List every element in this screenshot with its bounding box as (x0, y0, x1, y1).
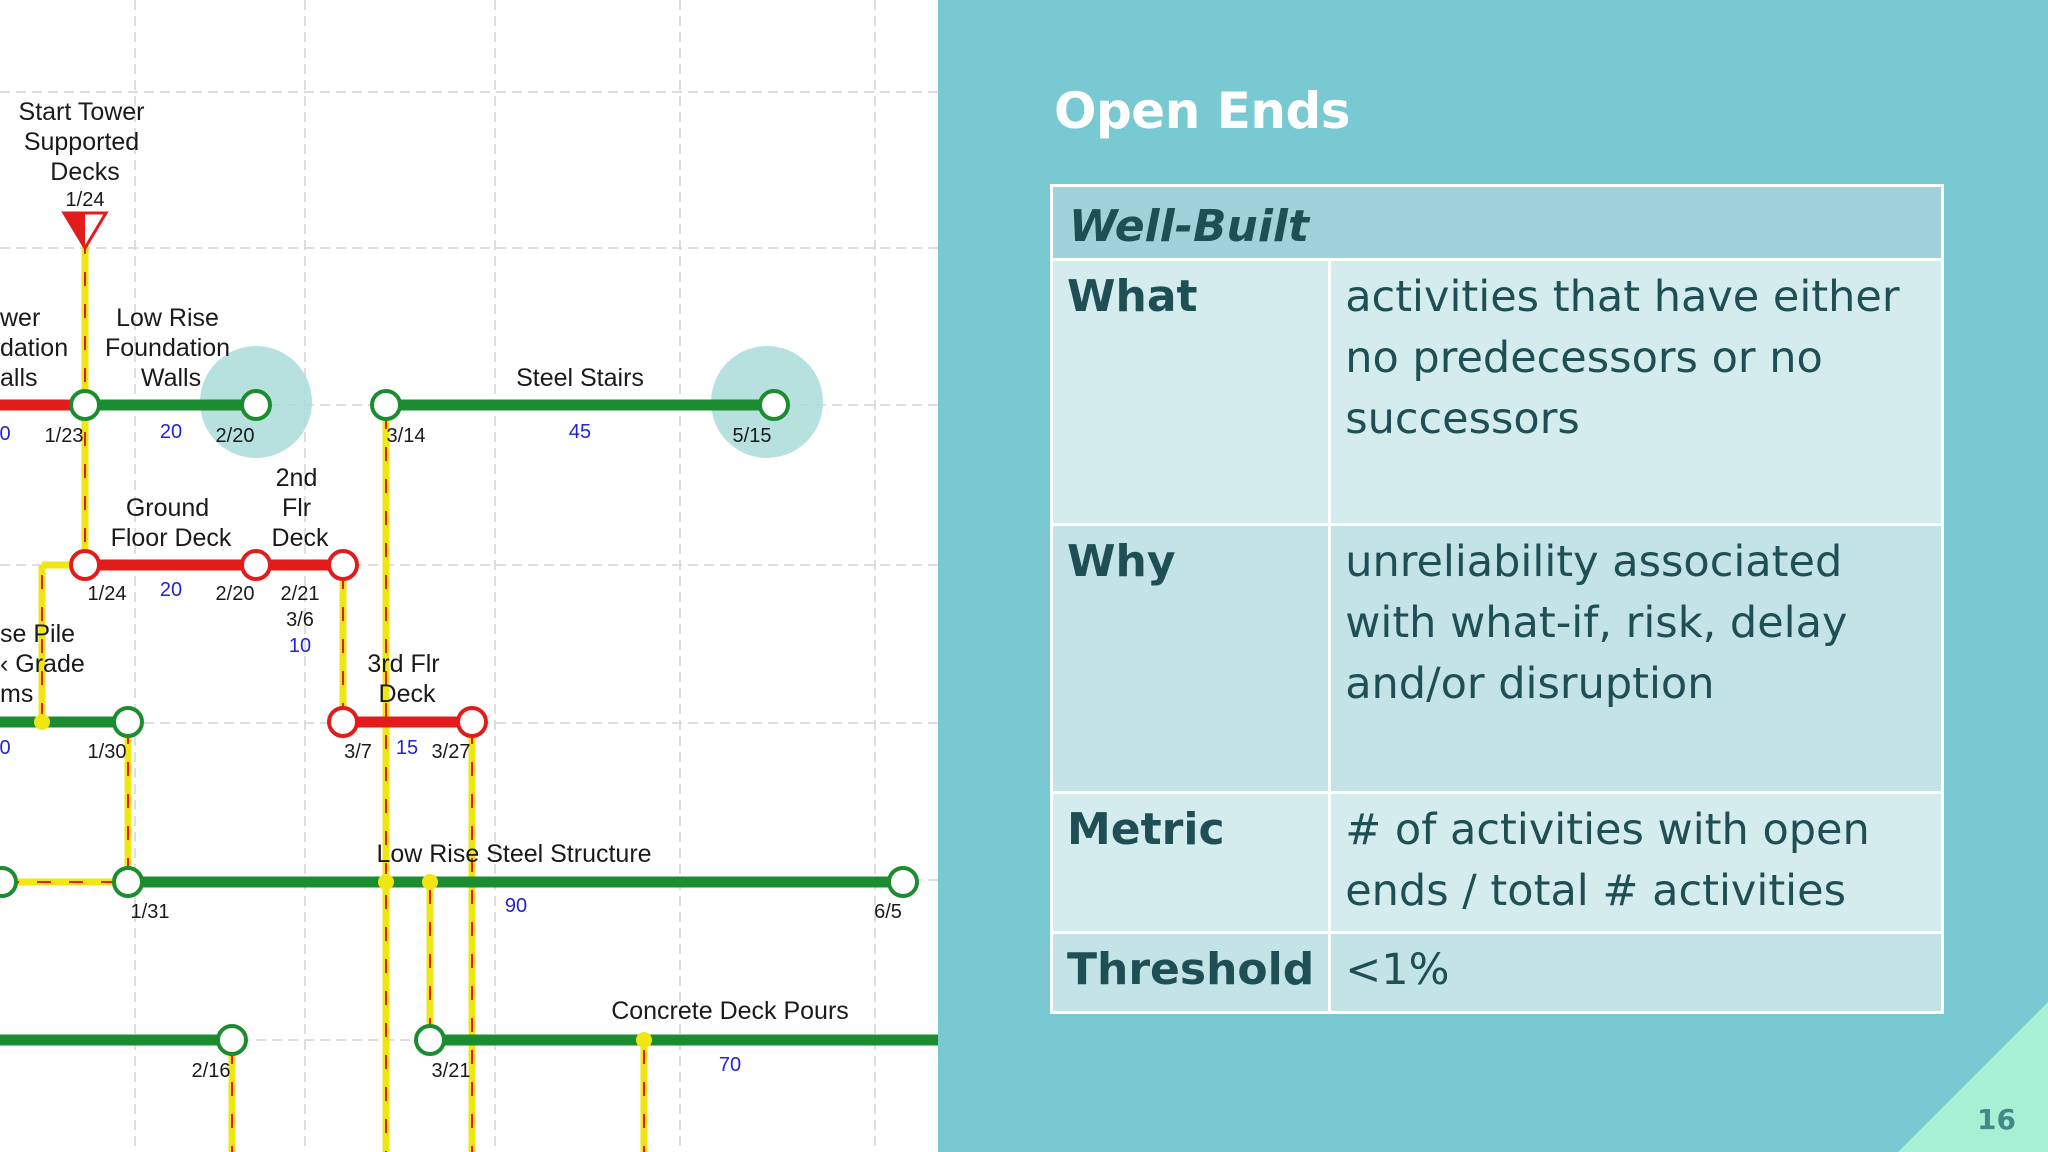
row-value-why: unreliability associated with what-if, r… (1328, 523, 1944, 794)
concrete-deck-pours-label: Concrete Deck Pours (611, 997, 849, 1025)
row-value-what: activities that have either no predecess… (1328, 258, 1944, 526)
row-label-why: Why (1049, 523, 1332, 794)
start-milestone-fill (64, 213, 85, 248)
date-label: 3/27 (432, 741, 471, 763)
duration-label: 70 (719, 1054, 741, 1076)
ground-floor-deck-label: Ground Floor Deck (111, 494, 232, 552)
table-header: Well-Built (1050, 184, 1944, 261)
date-label: 1/24 (88, 583, 127, 605)
duration-label: 20 (160, 421, 182, 443)
content-panel: Open Ends Well-Built What activities tha… (938, 0, 2048, 1152)
link-dots (34, 714, 652, 1048)
date-label: 0 (0, 423, 11, 445)
duration-label: 20 (160, 579, 182, 601)
date-label: 2/20 (216, 583, 255, 605)
start-tower-date: 1/24 (66, 189, 105, 211)
well-built-table: Well-Built What activities that have eit… (1049, 184, 1944, 1014)
row-label-what: What (1049, 258, 1332, 526)
row-value-metric: # of activities with open ends / total #… (1328, 791, 1944, 934)
duration-label: 10 (289, 635, 311, 657)
steel-stairs-label: Steel Stairs (516, 364, 644, 392)
date-label: 3/6 (286, 609, 314, 631)
date-label: 1/23 (45, 425, 84, 447)
link-arrows (5, 240, 645, 1152)
date-label: 2/21 (281, 583, 320, 605)
date-label: 5/15 (733, 425, 772, 447)
duration-label: 15 (396, 737, 418, 759)
date-label: 3/7 (344, 741, 372, 763)
row-value-threshold: <1% (1328, 931, 1944, 1014)
nodes (0, 389, 919, 1056)
row-label-metric: Metric (1049, 791, 1332, 934)
pile-grade-label: se Pile ‹ Grade ms (0, 620, 92, 708)
table-row: Threshold <1% (1049, 931, 1944, 1014)
slide-title: Open Ends (1054, 82, 1351, 140)
low-rise-foundation-label: Low Rise Foundation Walls (105, 304, 237, 392)
tower-foundation-label: wer dation alls (0, 304, 75, 392)
date-label: 3/21 (432, 1060, 471, 1082)
network-diagram-panel: Start Tower Supported Decks 1/24 wer dat… (0, 0, 938, 1152)
row-label-threshold: Threshold (1049, 931, 1332, 1014)
date-label: 3/14 (387, 425, 426, 447)
date-label: 1/30 (88, 741, 127, 763)
date-label: 1/31 (131, 901, 170, 923)
low-rise-steel-label: Low Rise Steel Structure (376, 840, 651, 868)
table-row: What activities that have either no pred… (1049, 258, 1944, 526)
date-label: 2/16 (192, 1060, 231, 1082)
corner-accent (1898, 1002, 2048, 1152)
date-label: 2/20 (216, 425, 255, 447)
duration-label: 90 (505, 895, 527, 917)
date-label: 6/5 (874, 901, 902, 923)
date-label: 0 (0, 737, 11, 759)
table-row: Why unreliability associated with what-i… (1049, 523, 1944, 794)
network-diagram: Start Tower Supported Decks 1/24 wer dat… (0, 0, 938, 1152)
third-flr-deck-label: 3rd Flr Deck (367, 650, 446, 708)
table-row: Metric # of activities with open ends / … (1049, 791, 1944, 934)
duration-label: 45 (569, 421, 591, 443)
start-tower-label: Start Tower Supported Decks (19, 98, 152, 186)
second-flr-deck-label: 2nd Flr Deck (272, 464, 329, 552)
page-number: 16 (1977, 1103, 2016, 1136)
